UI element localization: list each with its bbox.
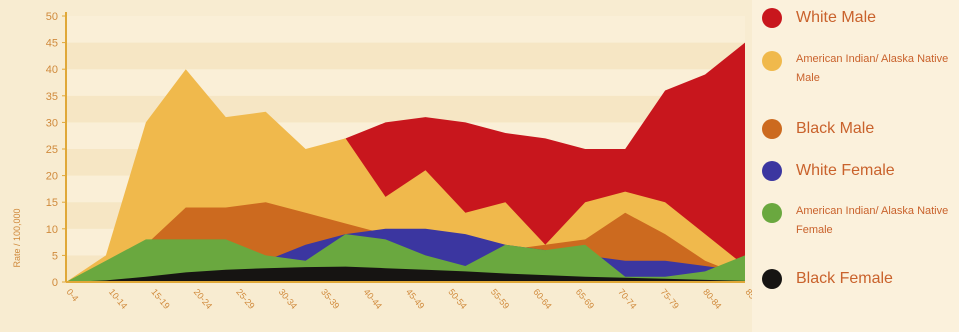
legend-swatch (762, 119, 782, 139)
x-tick-label: 60-64 (531, 287, 553, 311)
area-series-black-female (66, 266, 745, 282)
y-tick-label: 35 (46, 91, 58, 103)
background-band (66, 16, 745, 43)
background-band (66, 42, 745, 70)
y-tick-label: 20 (46, 171, 58, 183)
y-tick-label: 30 (46, 117, 58, 129)
x-tick-label: 40-44 (362, 287, 384, 311)
legend-item-aian-male: American Indian/ Alaska Native Male (762, 50, 956, 88)
legend-item-black-male: Black Male (762, 118, 874, 139)
background-band (66, 69, 745, 96)
x-tick-label: 10-14 (107, 287, 129, 311)
y-tick-label: 5 (52, 250, 58, 262)
x-tick-label: 25-29 (234, 287, 256, 311)
legend-swatch (762, 269, 782, 289)
legend-label: White Male (796, 9, 877, 26)
x-tick-label: 0-4 (64, 287, 80, 303)
legend-label: American Indian/ Alaska Native Female (796, 205, 949, 236)
legend-swatch (762, 8, 782, 28)
x-tick-label: 15-19 (149, 287, 171, 311)
x-tick-label: 55-59 (489, 287, 511, 311)
legend-label: Black Male (796, 120, 875, 137)
legend-item-black-female: Black Female (762, 268, 893, 289)
x-tick-label: 30-34 (277, 287, 299, 311)
x-tick-label: 35-39 (319, 287, 341, 311)
y-tick-label: 45 (46, 38, 58, 50)
y-tick-label: 40 (46, 64, 58, 76)
y-tick-label: 10 (46, 224, 58, 236)
x-tick-label: 85+ (743, 287, 752, 305)
y-tick-label: 50 (46, 11, 58, 23)
x-tick-label: 70-74 (616, 287, 638, 311)
x-tick-label: 80-84 (701, 287, 723, 311)
y-tick-label: 0 (52, 277, 58, 289)
x-tick-label: 50-54 (446, 287, 468, 311)
area-chart: 0 5 10 15 20 25 30 35 40 45 50 0-4 10-14 15-19 20-24 2… (12, 11, 752, 311)
y-tick-label: 15 (46, 197, 58, 209)
y-tick-label: 25 (46, 144, 58, 156)
x-tick-label: 45-49 (404, 287, 426, 311)
legend-swatch (762, 203, 782, 223)
legend-item-aian-female: American Indian/ Alaska Native Female (762, 202, 956, 240)
x-tick-label: 75-79 (659, 287, 681, 311)
legend-swatch (762, 51, 782, 71)
x-tick-label: 20-24 (192, 287, 214, 311)
legend-label: Black Female (796, 270, 893, 287)
legend-label: American Indian/ Alaska Native Male (796, 53, 949, 84)
legend-item-white-male: White Male (762, 7, 876, 28)
x-tick-label: 65-69 (574, 287, 596, 311)
legend-swatch (762, 161, 782, 181)
chart-legend: White Male American Indian/ Alaska Nativ… (752, 0, 959, 332)
y-axis-label: Rate / 100,000 (12, 208, 22, 267)
legend-label: White Female (796, 162, 895, 179)
legend-item-white-female: White Female (762, 160, 895, 181)
